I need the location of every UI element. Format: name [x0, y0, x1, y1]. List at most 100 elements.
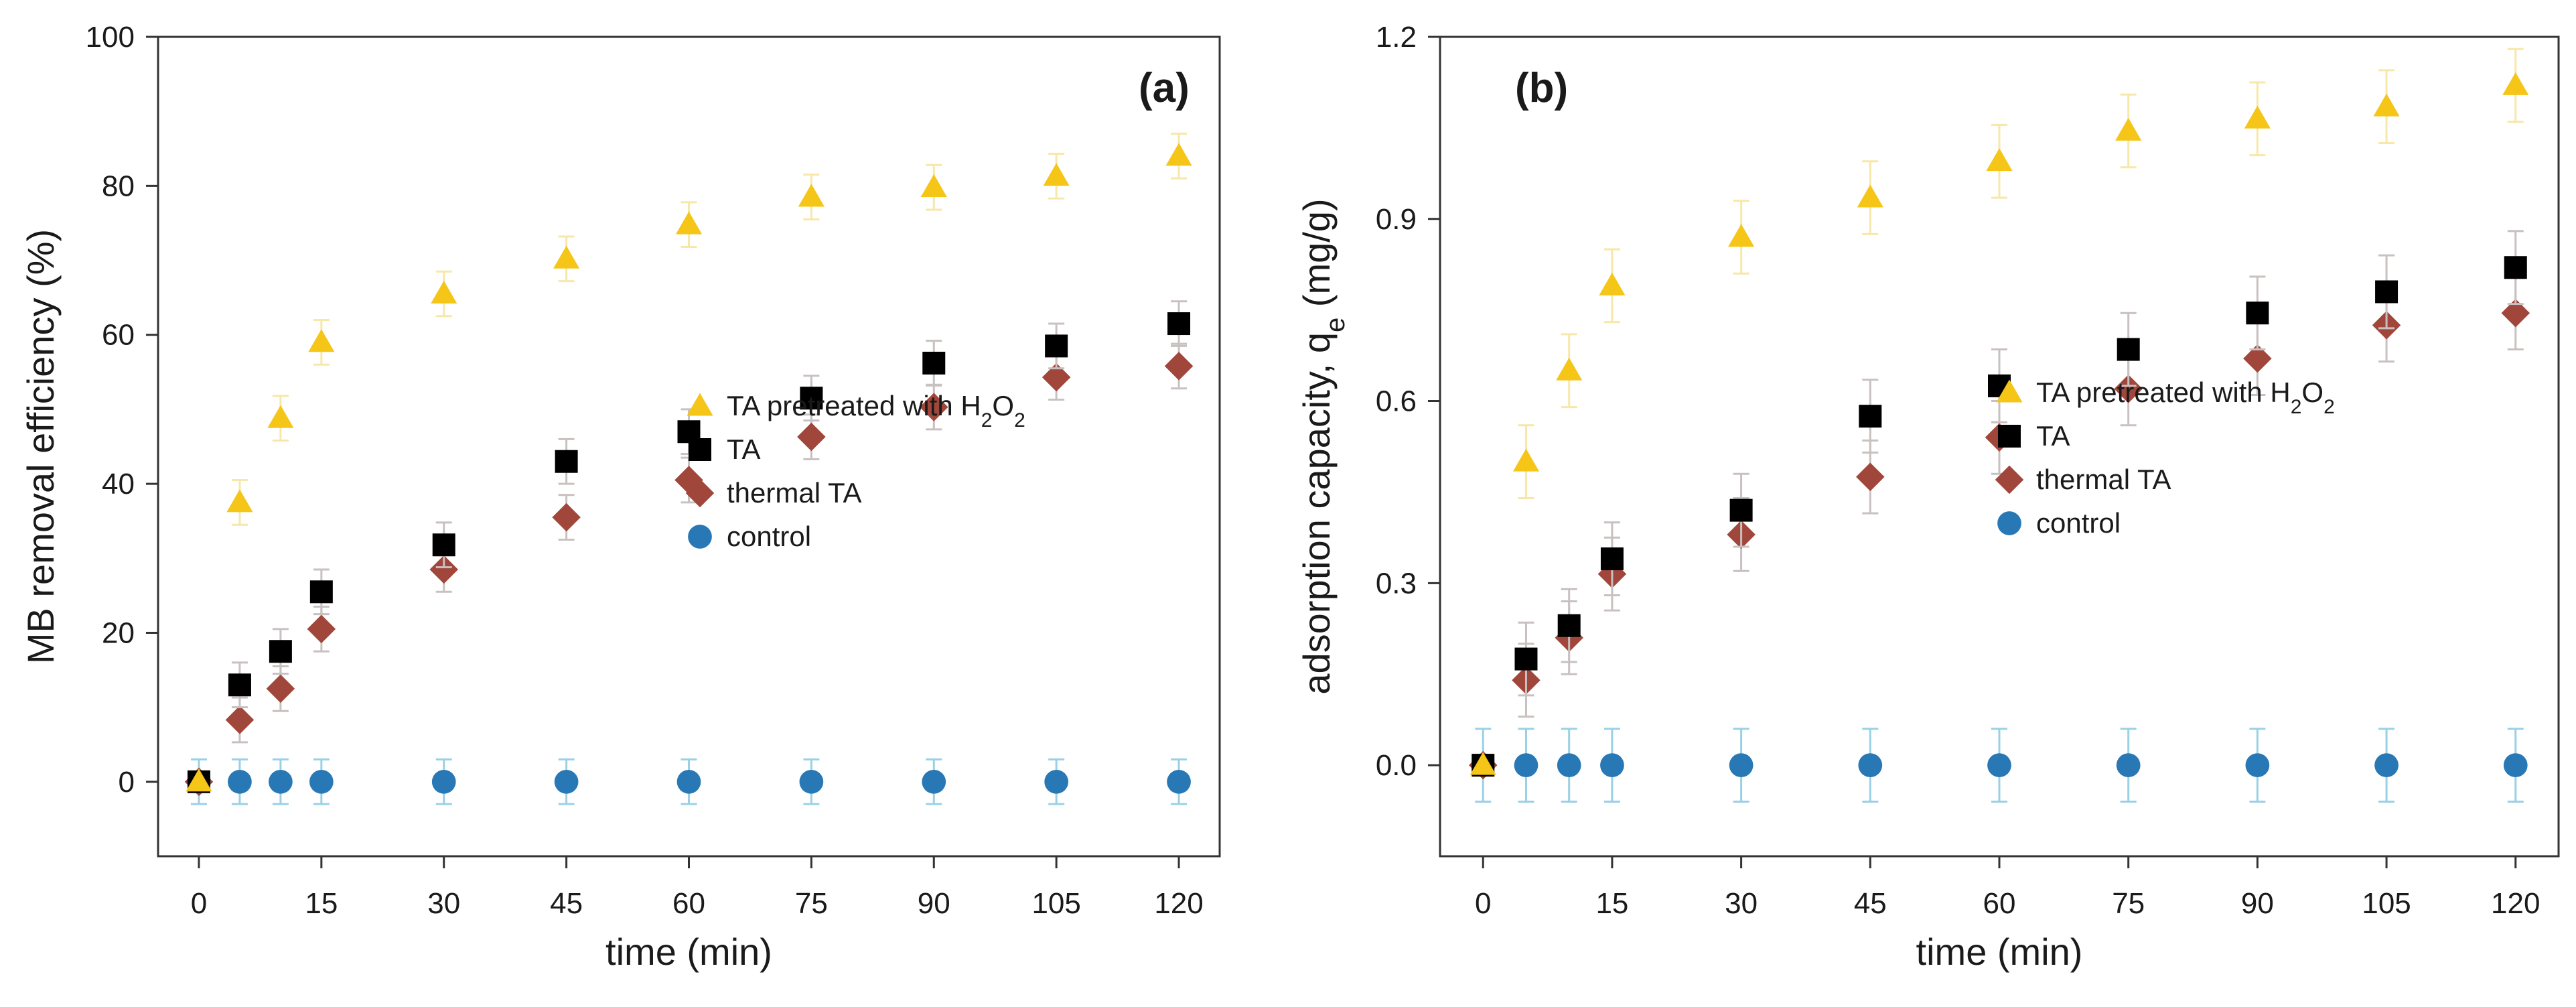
data-point — [1729, 753, 1754, 777]
series-thermal-ta — [184, 342, 1194, 797]
legend-marker — [1997, 511, 2021, 535]
legend-label: thermal TA — [2036, 464, 2171, 495]
data-point — [554, 769, 579, 794]
data-point — [676, 769, 701, 794]
x-axis-label: time (min) — [1916, 931, 2083, 973]
data-point — [920, 174, 947, 198]
y-tick-label: 60 — [102, 319, 135, 352]
legend-label-part: 2 — [981, 409, 993, 431]
y-tick-label: 0 — [119, 766, 135, 799]
data-point — [1857, 184, 1883, 208]
series-ta — [187, 300, 1191, 793]
x-tick-label: 0 — [1475, 887, 1491, 920]
series-control — [187, 758, 1191, 805]
x-tick-label: 60 — [672, 887, 705, 920]
data-point — [2114, 375, 2143, 403]
data-point — [553, 245, 580, 269]
data-point — [309, 769, 334, 794]
data-point — [1164, 352, 1194, 381]
data-point — [269, 640, 292, 663]
data-point — [432, 533, 455, 557]
data-point — [266, 674, 295, 703]
data-point — [309, 580, 333, 604]
data-point — [920, 393, 948, 421]
y-tick-label: 0.3 — [1376, 567, 1417, 600]
data-point — [1600, 547, 1624, 571]
legend-label: TA pretreated with H2O2 — [727, 390, 1025, 431]
x-tick-label: 90 — [918, 887, 950, 920]
data-point — [1600, 753, 1624, 777]
data-point — [1557, 753, 1581, 777]
legend-label-part: 2 — [2323, 396, 2335, 418]
data-point — [225, 706, 255, 734]
data-point — [2244, 105, 2271, 129]
data-point — [1045, 334, 1068, 358]
data-point — [1514, 753, 1539, 777]
x-axis-label: time (min) — [605, 931, 772, 973]
panel-label: (a) — [1139, 65, 1190, 111]
data-point — [269, 769, 293, 794]
data-point — [552, 502, 581, 532]
data-point — [555, 450, 578, 473]
legend-label: TA pretreated with H2O2 — [2036, 377, 2335, 418]
data-point — [2245, 753, 2270, 777]
legend-label: control — [727, 521, 811, 552]
data-point — [798, 184, 825, 207]
data-point — [1470, 752, 1496, 775]
data-point — [675, 211, 703, 234]
legend-label: TA — [2036, 420, 2070, 452]
data-point — [429, 555, 458, 584]
data-point — [307, 614, 336, 644]
data-point — [267, 405, 294, 428]
data-point — [1599, 272, 1626, 295]
data-point — [1987, 753, 2011, 777]
data-point — [797, 422, 826, 452]
data-point — [186, 768, 212, 792]
y-tick-label: 20 — [102, 616, 135, 649]
legend-label: TA — [727, 433, 761, 465]
y-tick-label: 40 — [102, 468, 135, 500]
data-point — [228, 673, 251, 697]
series-ta-pretreated-with-h2o2 — [1470, 48, 2529, 775]
data-point — [2243, 344, 2272, 373]
data-point — [1986, 148, 2013, 172]
data-point — [2246, 301, 2269, 325]
data-point — [431, 769, 456, 794]
y-tick-label: 80 — [102, 170, 135, 202]
data-point — [800, 387, 823, 410]
legend-marker — [689, 438, 711, 461]
x-tick-label: 30 — [427, 887, 460, 920]
data-point — [2115, 117, 2142, 141]
legend-label-part: O — [992, 390, 1014, 421]
data-point — [1043, 163, 1070, 186]
data-point — [2374, 753, 2399, 777]
y-axis-label-subscript: e — [1321, 318, 1350, 332]
x-tick-label: 15 — [1595, 887, 1628, 920]
y-axis-label-unit: (mg/g) — [1295, 198, 1338, 317]
chart-panel-b: 0 15 30 45 60 75 90 105 120 0.0 0.3 0.6 0.9 1.2 time (… — [1295, 21, 2560, 973]
x-tick-label: 75 — [795, 887, 828, 920]
legend-marker — [688, 525, 712, 549]
y-tick-label: 1.2 — [1376, 21, 1417, 54]
series-ta — [1472, 230, 2527, 777]
y-tick-label: 0.6 — [1376, 385, 1417, 418]
y-tick-label: 0.9 — [1376, 203, 1417, 236]
data-point — [1856, 462, 1885, 492]
legend-label: thermal TA — [727, 477, 862, 509]
data-point — [799, 769, 824, 794]
data-point — [1858, 753, 1883, 777]
legend-label: control — [2036, 507, 2121, 539]
y-tick-label: 0.0 — [1376, 749, 1417, 782]
legend-label-part: O — [2301, 377, 2323, 408]
data-point — [2501, 298, 2530, 328]
data-point — [2117, 338, 2140, 361]
series-control — [1471, 728, 2528, 803]
data-point — [1044, 769, 1069, 794]
data-point — [1512, 448, 1540, 472]
legend-label-part: 2 — [2291, 396, 2302, 418]
y-axis-label: adsorption capacity, qe (mg/g) — [1295, 198, 1350, 694]
x-tick-label: 75 — [2112, 887, 2145, 920]
y-axis-label: MB removal efficiency (%) — [19, 229, 62, 664]
x-tick-label: 120 — [2491, 887, 2540, 920]
